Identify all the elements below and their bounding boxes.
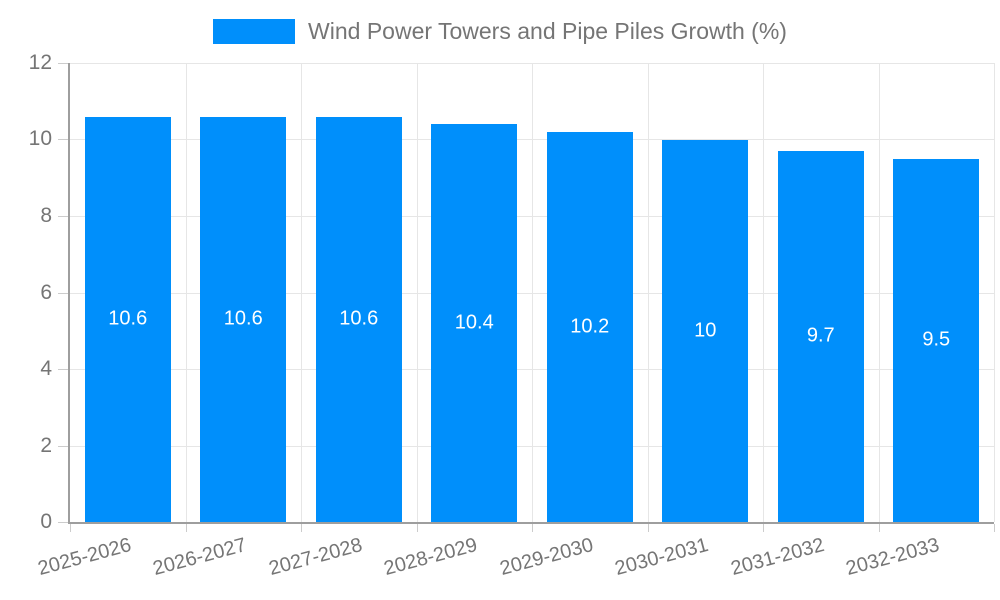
legend-label: Wind Power Towers and Pipe Piles Growth … [308, 18, 787, 44]
bar[interactable]: 10.4 [431, 124, 518, 522]
gridline-vertical [994, 63, 995, 522]
bar[interactable]: 10.6 [84, 116, 171, 522]
x-axis-tick [70, 524, 71, 532]
gridline-vertical [301, 63, 302, 522]
x-axis-tick [301, 524, 302, 532]
bar[interactable]: 9.5 [893, 158, 980, 522]
bar-value-label: 10.6 [108, 307, 148, 330]
legend-swatch-icon [213, 19, 296, 44]
y-axis-tick [58, 215, 68, 217]
bar-value-label: 10 [694, 319, 717, 342]
legend-item[interactable]: Wind Power Towers and Pipe Piles Growth … [213, 19, 787, 44]
x-axis-tick [416, 524, 418, 532]
gridline-vertical [878, 63, 880, 522]
y-axis-tick [58, 522, 68, 523]
bar[interactable]: 9.7 [777, 150, 864, 522]
bar[interactable]: 10.2 [546, 131, 633, 522]
y-axis-tick [58, 368, 68, 370]
gridline-vertical [532, 63, 533, 522]
y-axis-label: 2 [40, 433, 52, 457]
gridline-vertical [416, 63, 418, 522]
bar-value-label: 10.6 [223, 307, 263, 330]
y-axis-tick [58, 445, 68, 447]
x-axis-tick [763, 524, 764, 532]
y-axis-tick [58, 63, 68, 64]
bar[interactable]: 10.6 [315, 116, 402, 522]
bar-value-label: 10.4 [454, 311, 494, 334]
x-axis-tick [878, 524, 880, 532]
y-axis-label: 4 [40, 356, 52, 380]
plot-area: 0 2 4 6 8 10 12 10.6 2025-2026 10.6 2026-2027 10.6 2… [29, 51, 995, 580]
bar-value-label: 9.5 [922, 328, 951, 351]
y-axis-label: 12 [28, 51, 52, 74]
bar[interactable]: 10.6 [200, 116, 287, 522]
y-axis-label: 6 [40, 280, 52, 304]
bar-value-label: 10.6 [339, 307, 379, 330]
bar[interactable]: 10 [662, 139, 749, 522]
y-axis-label: 0 [40, 510, 52, 533]
y-axis-label: 8 [40, 203, 52, 227]
x-axis-tick [647, 524, 649, 532]
gridline-vertical [763, 63, 764, 522]
gridline-vertical [185, 63, 187, 522]
gridline-vertical [647, 63, 649, 522]
y-axis-tick [58, 292, 68, 294]
bar-value-label: 10.2 [570, 315, 610, 338]
x-axis-tick [994, 524, 995, 532]
y-axis-tick [58, 139, 68, 141]
y-axis-label: 10 [28, 127, 52, 151]
x-axis-tick [532, 524, 533, 532]
bar-value-label: 9.7 [806, 324, 835, 347]
legend: Wind Power Towers and Pipe Piles Growth … [0, 19, 1000, 44]
x-axis-tick [185, 524, 187, 532]
